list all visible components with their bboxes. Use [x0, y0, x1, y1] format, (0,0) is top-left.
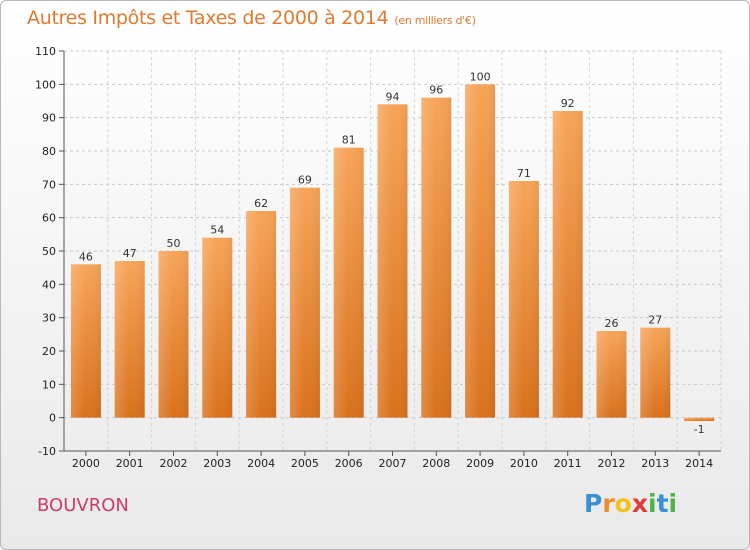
y-tick-label: 30: [42, 312, 56, 325]
data-label: 81: [342, 134, 356, 147]
logo-letter: t: [656, 489, 669, 518]
logo-letter: r: [602, 489, 615, 518]
x-tick-label: 2003: [203, 457, 231, 470]
y-tick-label: -10: [38, 445, 56, 458]
bar-shade: [70, 264, 101, 418]
x-tick-label: 2004: [247, 457, 275, 470]
data-label: 71: [517, 167, 531, 180]
data-label: 100: [470, 70, 491, 83]
bar-shade: [552, 111, 583, 418]
data-label: 27: [648, 314, 662, 327]
bar-shade: [377, 104, 408, 418]
chart-title: Autres Impôts et Taxes de 2000 à 2014 (en…: [27, 7, 476, 29]
y-tick-label: 60: [42, 212, 56, 225]
labels: -10 0 10 20 30 40 50 60 70 80 90 100 110 2000 46 2001 47…: [35, 45, 713, 470]
x-tick-label: 2014: [685, 457, 713, 470]
x-tick-label: 2012: [598, 457, 626, 470]
bar-shade: [596, 331, 627, 418]
x-tick-label: 2001: [116, 457, 144, 470]
x-tick-label: 2002: [160, 457, 188, 470]
x-tick-label: 2007: [379, 457, 407, 470]
bar-shade: [465, 84, 496, 418]
y-tick-label: 50: [42, 245, 56, 258]
data-label: 62: [254, 197, 268, 210]
y-tick-label: 80: [42, 145, 56, 158]
data-label: -1: [694, 423, 705, 436]
bar-shade: [421, 97, 452, 418]
x-tick-label: 2010: [510, 457, 538, 470]
y-tick-label: 10: [42, 378, 56, 391]
bar-shade: [333, 147, 364, 418]
y-tick-label: 90: [42, 112, 56, 125]
proxiti-logo: Proxiti: [584, 489, 677, 518]
x-tick-label: 2009: [466, 457, 494, 470]
bars: [70, 84, 715, 421]
x-tick-label: 2013: [641, 457, 669, 470]
bar-shade: [508, 181, 539, 418]
commune-name: BOUVRON: [37, 495, 129, 516]
y-tick-label: 110: [35, 45, 56, 58]
x-tick-label: 2006: [335, 457, 363, 470]
data-label: 46: [79, 250, 93, 263]
y-tick-label: 20: [42, 345, 56, 358]
logo-letter: i: [648, 489, 657, 518]
x-tick-label: 2005: [291, 457, 319, 470]
data-label: 69: [298, 174, 312, 187]
bar-shade: [289, 187, 320, 418]
y-tick-label: 100: [35, 78, 56, 91]
axes: [59, 50, 721, 456]
bar-shade: [640, 327, 671, 418]
data-label: 47: [123, 247, 137, 260]
logo-letter: P: [584, 489, 603, 518]
bar-shade: [684, 417, 715, 421]
bar-shade: [202, 237, 233, 418]
data-label: 50: [167, 237, 181, 250]
x-tick-label: 2011: [554, 457, 582, 470]
x-tick-label: 2000: [72, 457, 100, 470]
data-label: 94: [386, 90, 400, 103]
bar-shade: [246, 211, 277, 418]
data-label: 26: [605, 317, 619, 330]
bar-shade: [158, 251, 189, 418]
y-tick-label: 0: [49, 412, 56, 425]
chart-title-text: Autres Impôts et Taxes de 2000 à 2014: [27, 7, 389, 29]
chart-unit: (en milliers d'€): [394, 14, 476, 27]
bar-shade: [114, 261, 145, 418]
y-tick-label: 70: [42, 178, 56, 191]
data-label: 54: [210, 224, 224, 237]
logo-letter: o: [614, 489, 632, 518]
y-tick-label: 40: [42, 278, 56, 291]
x-tick-label: 2008: [422, 457, 450, 470]
logo-letter: i: [668, 489, 678, 518]
data-label: 96: [429, 84, 443, 97]
logo-letter: x: [631, 489, 648, 518]
data-label: 92: [561, 97, 575, 110]
